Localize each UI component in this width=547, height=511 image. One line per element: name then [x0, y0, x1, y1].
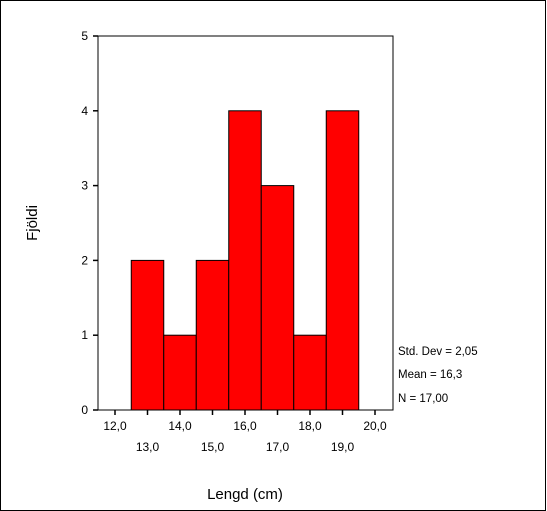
- y-tick-label: 2: [81, 253, 88, 267]
- y-tick-label: 5: [81, 29, 88, 43]
- x-axis-title: Lengd (cm): [207, 486, 283, 503]
- histogram-bar: [195, 259, 230, 411]
- std-dev-label: Std. Dev = 2,05: [398, 346, 478, 358]
- y-tick-label: 3: [81, 179, 88, 193]
- n-label: N = 17,00: [398, 393, 448, 405]
- x-tick-label-lower: 17,0: [266, 440, 290, 454]
- x-tick-label-upper: 12,0: [103, 419, 127, 433]
- y-axis-title: Fjöldi: [24, 205, 41, 241]
- x-tick-label-upper: 18,0: [298, 419, 322, 433]
- histogram-bar: [260, 185, 295, 411]
- bar-group: [130, 110, 360, 411]
- histogram-bar: [228, 110, 262, 411]
- x-tick-label-upper: 14,0: [168, 419, 192, 433]
- x-tick-label-lower: 15,0: [201, 440, 225, 454]
- y-tick-label: 1: [81, 328, 88, 342]
- x-tick-label-upper: 16,0: [233, 419, 257, 433]
- y-axis: 0 1 2 3 4 5: [81, 29, 98, 417]
- x-tick-label-lower: 13,0: [136, 440, 160, 454]
- histogram-bar: [325, 110, 360, 411]
- x-axis: 12,0 14,0 16,0 18,0 20,0 13,0 15,0 17,0 19,0: [103, 410, 387, 454]
- y-tick-label: 0: [81, 403, 88, 417]
- x-tick-label-upper: 20,0: [363, 419, 387, 433]
- mean-label: Mean = 16,3: [398, 369, 462, 381]
- histogram-bar: [163, 334, 197, 411]
- x-tick-label-lower: 19,0: [331, 440, 355, 454]
- y-tick-label: 4: [81, 104, 88, 118]
- histogram-bar: [130, 259, 165, 411]
- histogram-bar: [293, 334, 327, 411]
